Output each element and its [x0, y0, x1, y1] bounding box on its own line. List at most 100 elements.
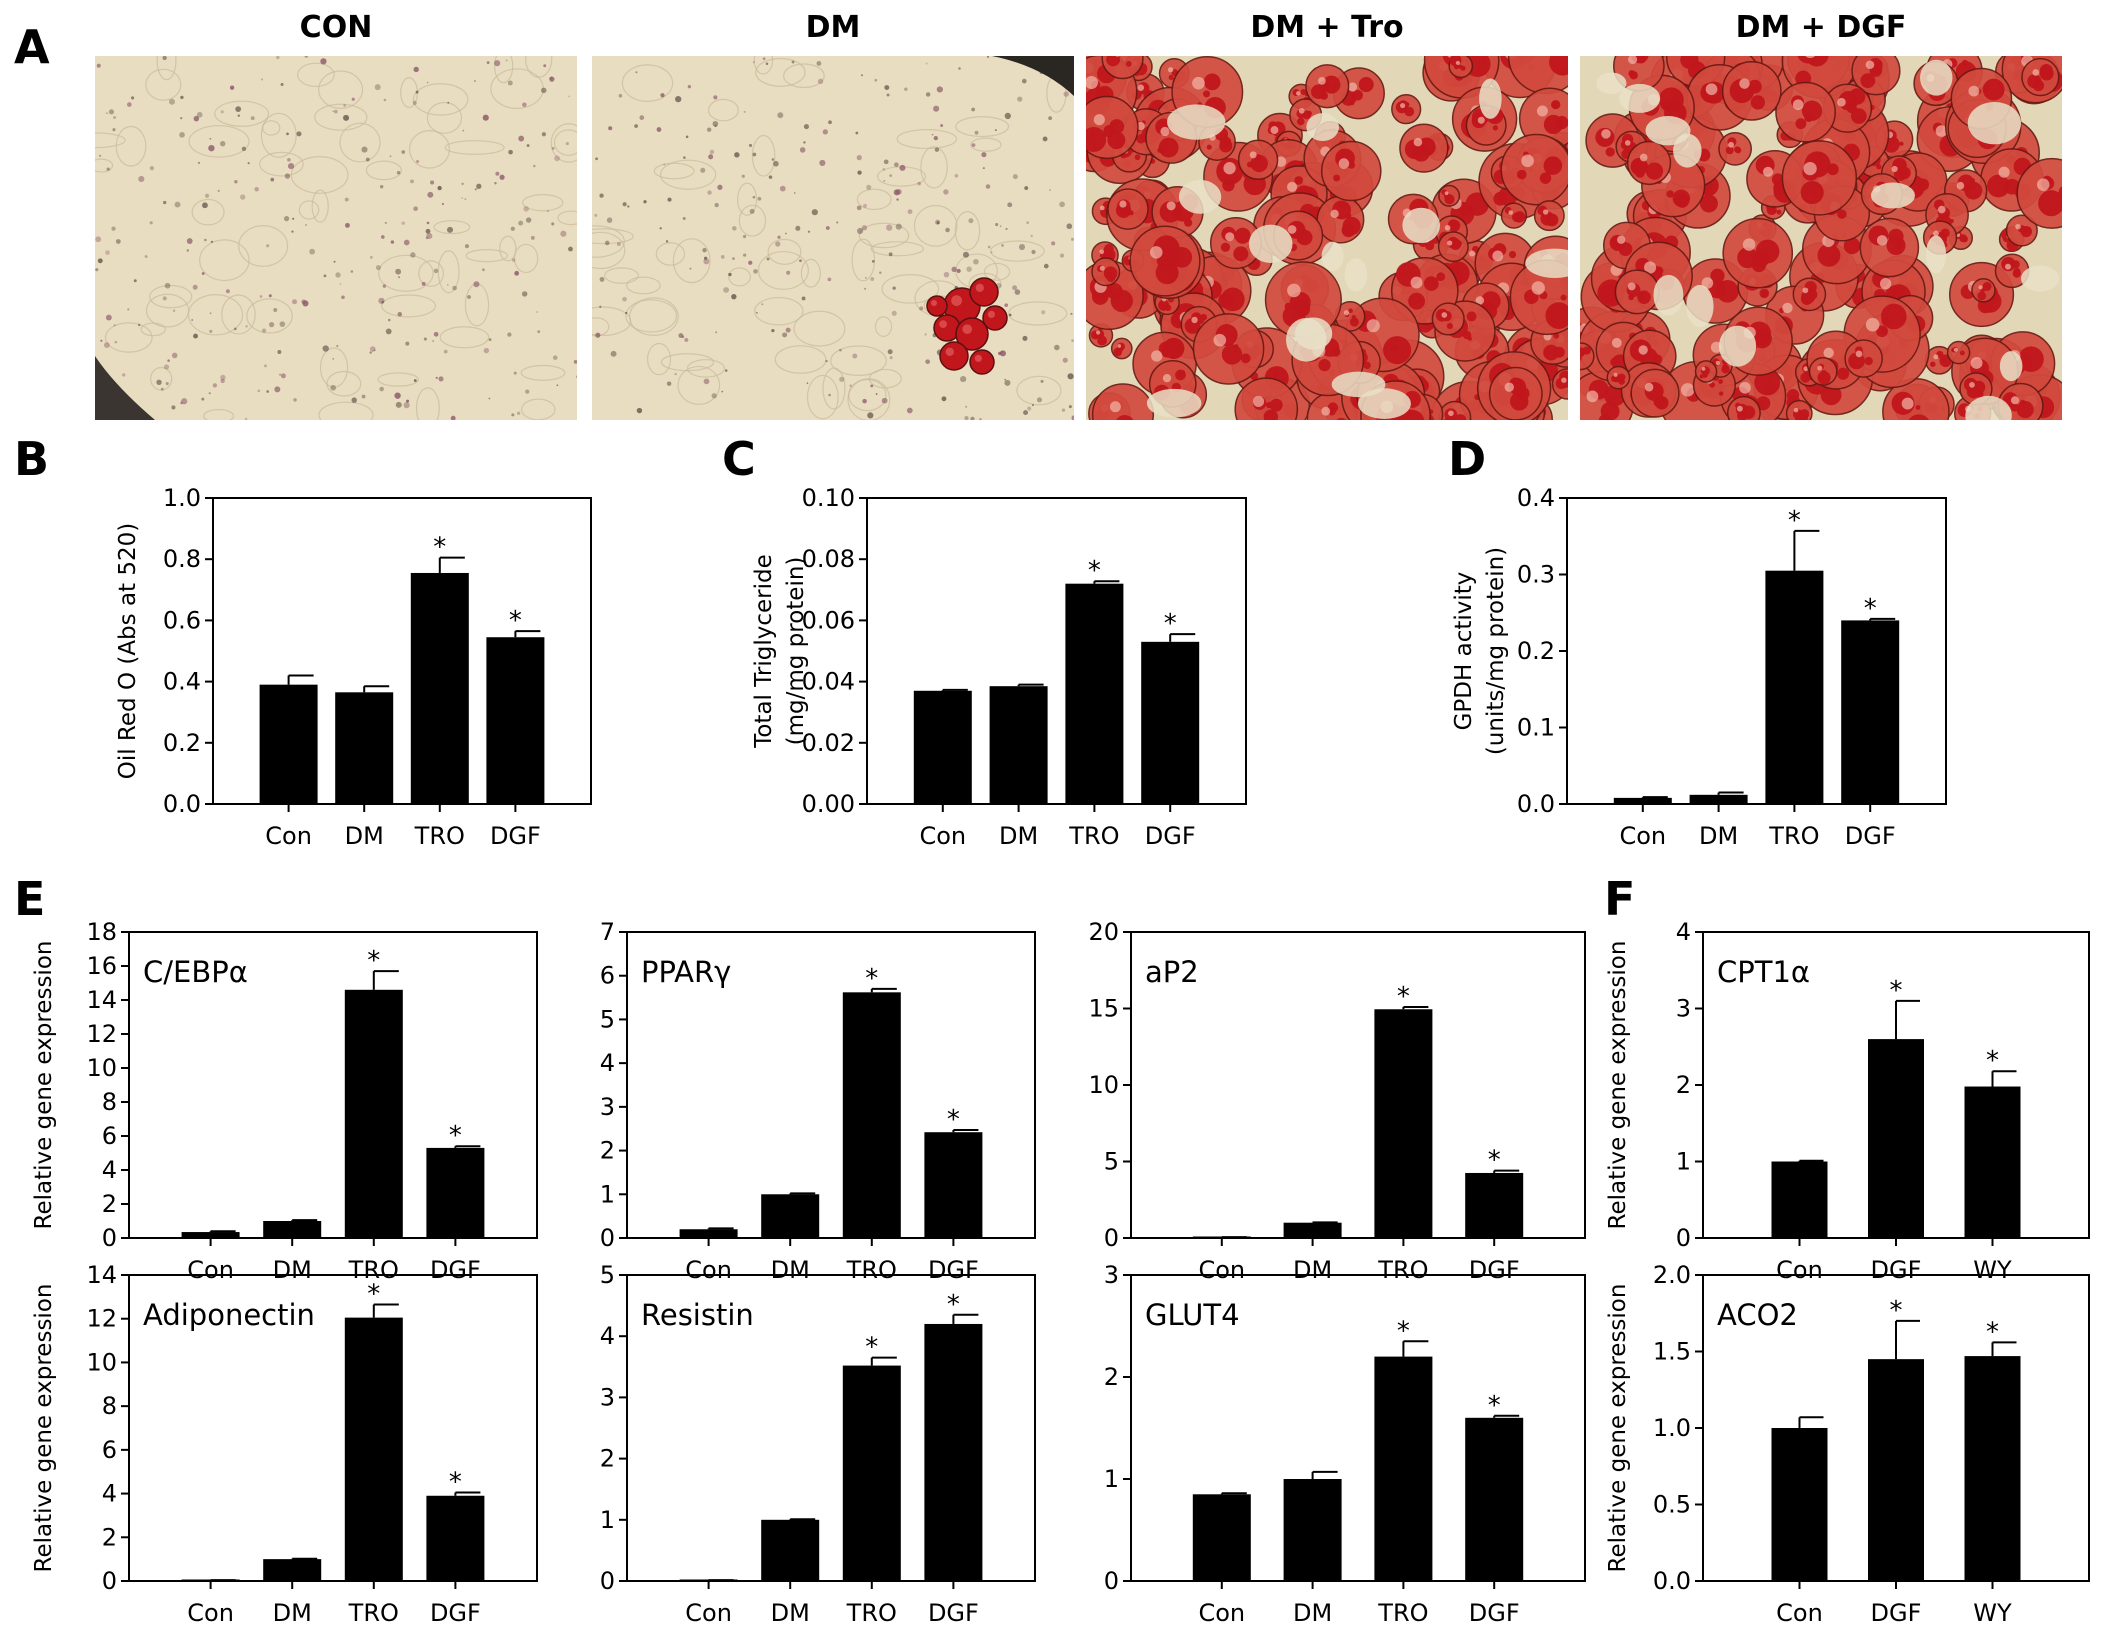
plot-frame — [626, 1274, 1036, 1582]
y-tick-label: 0.4 — [1517, 484, 1555, 512]
significance-star: * — [1986, 1317, 1999, 1347]
significance-star: * — [1986, 1046, 1999, 1076]
y-tick-label: 0.2 — [163, 729, 201, 757]
y-tick-label: 0.10 — [802, 484, 855, 512]
micrograph-title-dm: DM — [805, 10, 861, 45]
bar-con — [1192, 1236, 1251, 1238]
bar-dgf — [924, 1132, 983, 1238]
y-tick-label: 7 — [600, 918, 615, 946]
y-tick-label: 0.04 — [802, 668, 855, 696]
x-category-label: DGF — [1871, 1256, 1922, 1284]
bar-dm — [1689, 794, 1748, 804]
y-axis-label: (units/mg protein) — [1483, 547, 1509, 755]
significance-star: * — [449, 1467, 462, 1497]
y-tick-label: 1 — [600, 1180, 615, 1208]
y-tick-label: 10 — [1088, 1071, 1119, 1099]
y-tick-label: 0.0 — [1517, 790, 1555, 818]
significance-star: * — [947, 1290, 960, 1320]
y-tick-label: 14 — [86, 986, 117, 1014]
x-category-label: DM — [345, 822, 384, 850]
significance-star: * — [1088, 556, 1101, 586]
gene-label: Adiponectin — [143, 1298, 315, 1332]
x-category-label: DGF — [1469, 1599, 1520, 1627]
x-category-label: WY — [1973, 1256, 2012, 1284]
x-category-label: DGF — [430, 1256, 481, 1284]
micrograph-dm — [592, 56, 1074, 420]
x-category-label: DM — [1293, 1256, 1332, 1284]
y-tick-label: 0 — [102, 1567, 117, 1595]
x-category-label: DM — [771, 1256, 810, 1284]
y-tick-label: 5 — [1104, 1148, 1119, 1176]
y-axis-label: Relative gene expression — [31, 941, 57, 1230]
y-tick-label: 2 — [102, 1523, 117, 1551]
y-tick-label: 0.02 — [802, 729, 855, 757]
x-category-label: TRO — [1377, 1599, 1428, 1627]
micrograph-dm-tro — [1086, 56, 1568, 420]
y-tick-label: 4 — [1676, 918, 1691, 946]
significance-star: * — [1488, 1391, 1501, 1421]
y-tick-label: 4 — [102, 1480, 117, 1508]
bar-con — [679, 1229, 738, 1238]
y-tick-label: 6 — [600, 962, 615, 990]
bar-tro — [1065, 583, 1124, 804]
y-tick-label: 5 — [600, 1261, 615, 1289]
y-axis-label: Oil Red O (Abs at 520) — [115, 523, 141, 780]
bar-dgf — [426, 1495, 485, 1581]
y-tick-label: 10 — [86, 1348, 117, 1376]
significance-star: * — [947, 1105, 960, 1135]
x-category-label: WY — [1973, 1599, 2012, 1627]
plot-frame — [866, 497, 1247, 805]
y-tick-label: 0.08 — [802, 545, 855, 573]
x-category-label: TRO — [1768, 822, 1819, 850]
bar-con — [679, 1579, 738, 1581]
significance-star: * — [865, 1333, 878, 1363]
y-tick-label: 2.0 — [1653, 1261, 1691, 1289]
x-category-label: DM — [999, 822, 1038, 850]
x-category-label: DM — [771, 1599, 810, 1627]
y-tick-label: 15 — [1088, 995, 1119, 1023]
bar-wy — [1964, 1356, 2021, 1581]
y-tick-label: 14 — [86, 1261, 117, 1289]
y-tick-label: 4 — [600, 1049, 615, 1077]
x-category-label: DGF — [928, 1256, 979, 1284]
x-category-label: DGF — [1871, 1599, 1922, 1627]
bar-tro — [1374, 1009, 1433, 1238]
significance-star: * — [449, 1121, 462, 1151]
plot-frame — [626, 931, 1036, 1239]
y-tick-label: 1 — [600, 1506, 615, 1534]
x-category-label: TRO — [348, 1256, 399, 1284]
x-category-label: DM — [273, 1599, 312, 1627]
y-tick-label: 8 — [102, 1392, 117, 1420]
y-tick-label: 3 — [1676, 995, 1691, 1023]
significance-star: * — [1488, 1146, 1501, 1176]
y-tick-label: 0 — [1104, 1567, 1119, 1595]
plot-frame — [1702, 931, 2090, 1239]
gene-label: PPARγ — [641, 955, 731, 989]
x-category-label: Con — [685, 1256, 732, 1284]
gene-label: Resistin — [641, 1298, 754, 1332]
x-category-label: Con — [1776, 1599, 1823, 1627]
significance-star: * — [1397, 982, 1410, 1012]
y-tick-label: 2 — [600, 1137, 615, 1165]
bar-dgf — [426, 1147, 485, 1238]
y-tick-label: 0 — [1676, 1224, 1691, 1252]
y-axis-label: Relative gene expression — [1605, 941, 1631, 1230]
y-tick-label: 3 — [600, 1093, 615, 1121]
x-category-label: Con — [1198, 1599, 1245, 1627]
x-category-label: DGF — [1145, 822, 1196, 850]
panel-letter-c: C — [722, 432, 756, 486]
y-tick-label: 18 — [86, 918, 117, 946]
y-tick-label: 10 — [86, 1054, 117, 1082]
plot-frame — [128, 931, 538, 1239]
x-category-label: Con — [919, 822, 966, 850]
significance-star: * — [367, 1280, 380, 1310]
bar-dgf — [1868, 1359, 1924, 1581]
y-axis-label: GPDH activity — [1451, 572, 1477, 731]
bar-dgf — [1868, 1039, 1924, 1238]
bar-dm — [263, 1559, 322, 1581]
y-tick-label: 4 — [102, 1156, 117, 1184]
y-tick-label: 0.4 — [163, 668, 201, 696]
x-category-label: TRO — [414, 822, 465, 850]
y-tick-label: 5 — [600, 1005, 615, 1033]
plot-frame — [128, 1274, 538, 1582]
